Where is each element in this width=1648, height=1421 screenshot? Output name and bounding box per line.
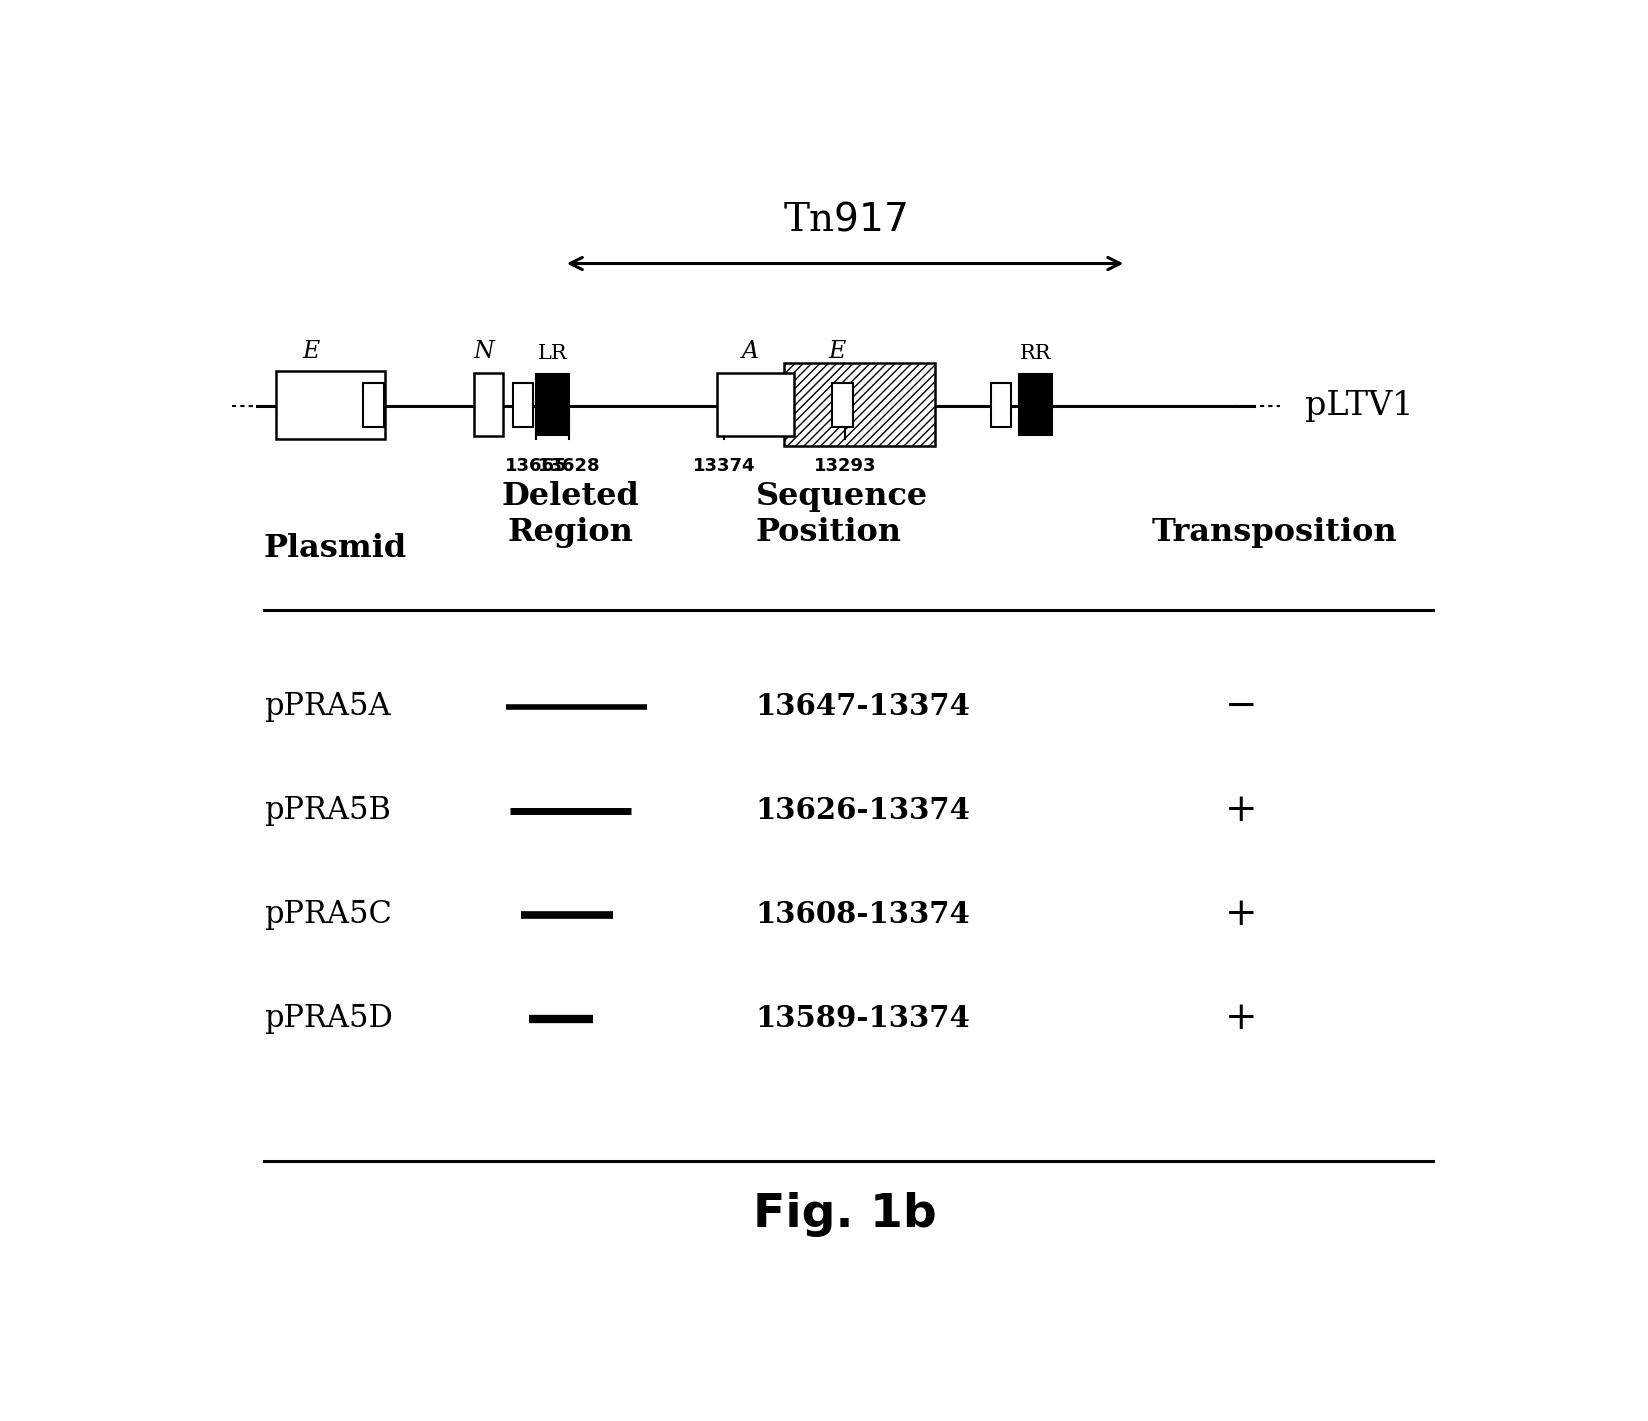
- Bar: [990, 382, 1010, 426]
- Text: Plasmid: Plasmid: [264, 533, 407, 564]
- Text: 13665: 13665: [504, 458, 567, 475]
- Text: pPRA5C: pPRA5C: [264, 899, 391, 931]
- Bar: [783, 364, 934, 446]
- Bar: [363, 382, 384, 426]
- Text: Fig. 1b: Fig. 1b: [753, 1192, 936, 1238]
- Text: Transposition: Transposition: [1152, 517, 1396, 549]
- Text: 13589-13374: 13589-13374: [755, 1005, 971, 1033]
- Bar: [513, 382, 532, 426]
- Text: pLTV1: pLTV1: [1305, 389, 1412, 422]
- Text: pPRA5A: pPRA5A: [264, 691, 391, 722]
- Text: −: −: [1224, 688, 1257, 725]
- Text: 13293: 13293: [814, 458, 875, 475]
- Text: 13647-13374: 13647-13374: [755, 692, 971, 722]
- Text: A: A: [742, 340, 758, 364]
- Text: LR: LR: [537, 344, 567, 364]
- Bar: [277, 371, 386, 439]
- Text: 13628: 13628: [537, 458, 600, 475]
- Bar: [717, 372, 794, 436]
- Text: pPRA5D: pPRA5D: [264, 1003, 392, 1034]
- Text: pPRA5B: pPRA5B: [264, 796, 391, 826]
- Bar: [536, 374, 569, 435]
- Bar: [475, 372, 503, 436]
- Text: E: E: [302, 340, 320, 364]
- Text: RR: RR: [1018, 344, 1051, 364]
- Text: Tn$\mathit{917}$: Tn$\mathit{917}$: [783, 202, 906, 239]
- Text: 13626-13374: 13626-13374: [755, 796, 971, 826]
- Text: +: +: [1224, 1000, 1257, 1037]
- Text: 13608-13374: 13608-13374: [755, 899, 971, 929]
- Text: 13374: 13374: [692, 458, 755, 475]
- Text: +: +: [1224, 791, 1257, 828]
- Text: +: +: [1224, 897, 1257, 934]
- Bar: [1018, 374, 1051, 435]
- Text: Deleted
Region: Deleted Region: [501, 482, 639, 549]
- Text: N: N: [473, 340, 493, 364]
- Text: E: E: [829, 340, 845, 364]
- Bar: [832, 382, 852, 426]
- Text: Sequence
Position: Sequence Position: [755, 482, 928, 549]
